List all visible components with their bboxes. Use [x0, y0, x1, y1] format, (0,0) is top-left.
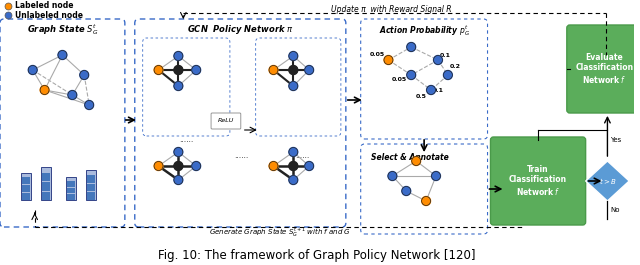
Circle shape — [289, 175, 298, 184]
Circle shape — [289, 148, 298, 157]
Text: ReLU: ReLU — [218, 118, 234, 123]
Circle shape — [412, 157, 420, 166]
Circle shape — [174, 51, 183, 60]
Circle shape — [305, 65, 314, 74]
Bar — [42, 173, 49, 181]
Circle shape — [384, 55, 393, 64]
FancyBboxPatch shape — [255, 38, 341, 136]
Circle shape — [68, 91, 77, 99]
Circle shape — [174, 82, 183, 91]
Circle shape — [28, 65, 37, 74]
Circle shape — [431, 171, 440, 180]
Circle shape — [269, 161, 278, 170]
Text: Train
Classification
Network $f$: Train Classification Network $f$ — [509, 165, 567, 197]
Text: Select & Annotate: Select & Annotate — [371, 152, 449, 161]
Bar — [21, 173, 31, 200]
Circle shape — [174, 161, 183, 170]
Bar — [67, 188, 76, 193]
Bar — [67, 181, 76, 187]
FancyBboxPatch shape — [490, 137, 586, 225]
Text: Labeled node: Labeled node — [15, 2, 74, 11]
Circle shape — [407, 70, 416, 80]
Circle shape — [154, 65, 163, 74]
Bar — [67, 194, 76, 200]
Circle shape — [84, 100, 93, 109]
Bar — [87, 184, 95, 191]
Bar — [22, 193, 29, 200]
Text: Evaluate
Classification
Network $f$: Evaluate Classification Network $f$ — [575, 53, 634, 85]
Text: 0.5: 0.5 — [416, 94, 427, 99]
Text: Yes: Yes — [611, 137, 621, 143]
Bar — [86, 170, 96, 200]
Bar — [42, 182, 49, 191]
Text: 0.05: 0.05 — [392, 77, 407, 82]
Bar — [22, 185, 29, 192]
Circle shape — [58, 51, 67, 60]
Bar — [87, 192, 95, 200]
FancyBboxPatch shape — [211, 113, 241, 129]
Circle shape — [289, 51, 298, 60]
Text: Generate Graph State $S_G^{t+1}$ with $f$ and $G$: Generate Graph State $S_G^{t+1}$ with $f… — [209, 226, 351, 238]
Text: $t>B$: $t>B$ — [598, 176, 616, 186]
Text: ......: ...... — [234, 151, 248, 160]
Circle shape — [40, 86, 49, 95]
Circle shape — [289, 82, 298, 91]
Circle shape — [174, 148, 183, 157]
Bar — [40, 167, 51, 200]
Circle shape — [433, 55, 442, 64]
Text: Action Probability $p_G^t$: Action Probability $p_G^t$ — [379, 24, 470, 38]
Bar — [87, 175, 95, 183]
Circle shape — [154, 161, 163, 170]
Text: Unlabeled node: Unlabeled node — [15, 11, 83, 20]
FancyBboxPatch shape — [361, 144, 488, 234]
FancyBboxPatch shape — [135, 19, 346, 227]
Circle shape — [305, 161, 314, 170]
Text: Fig. 10: The framework of Graph Policy Network [120]: Fig. 10: The framework of Graph Policy N… — [158, 250, 476, 263]
FancyBboxPatch shape — [143, 38, 230, 136]
Text: Graph State $S_G^t$: Graph State $S_G^t$ — [27, 23, 98, 37]
Text: GCN  Policy Network $\pi$: GCN Policy Network $\pi$ — [187, 24, 294, 37]
Polygon shape — [586, 161, 629, 201]
FancyBboxPatch shape — [567, 25, 640, 113]
Text: 0.1: 0.1 — [440, 53, 451, 58]
Bar — [67, 177, 76, 200]
Circle shape — [427, 86, 435, 95]
Circle shape — [80, 70, 89, 80]
Text: ......: ...... — [295, 151, 309, 160]
Circle shape — [289, 65, 298, 74]
Circle shape — [422, 197, 431, 205]
Circle shape — [402, 187, 411, 196]
Text: 0.2: 0.2 — [450, 64, 461, 69]
Bar — [22, 177, 29, 184]
FancyBboxPatch shape — [0, 19, 125, 227]
Circle shape — [174, 175, 183, 184]
Text: 0.1: 0.1 — [433, 87, 444, 92]
Circle shape — [444, 70, 452, 80]
Circle shape — [174, 65, 183, 74]
Circle shape — [269, 65, 278, 74]
FancyBboxPatch shape — [361, 19, 488, 139]
Circle shape — [388, 171, 397, 180]
Circle shape — [192, 65, 201, 74]
Point — [3, 4, 13, 8]
Text: Update π  with Reward Signal R: Update π with Reward Signal R — [331, 5, 452, 14]
Text: No: No — [611, 207, 620, 213]
Circle shape — [407, 42, 416, 51]
Text: 0.05: 0.05 — [370, 52, 385, 57]
Text: ......: ...... — [179, 135, 193, 144]
Bar — [42, 192, 49, 200]
Circle shape — [192, 161, 201, 170]
Circle shape — [289, 161, 298, 170]
Point — [3, 13, 13, 17]
